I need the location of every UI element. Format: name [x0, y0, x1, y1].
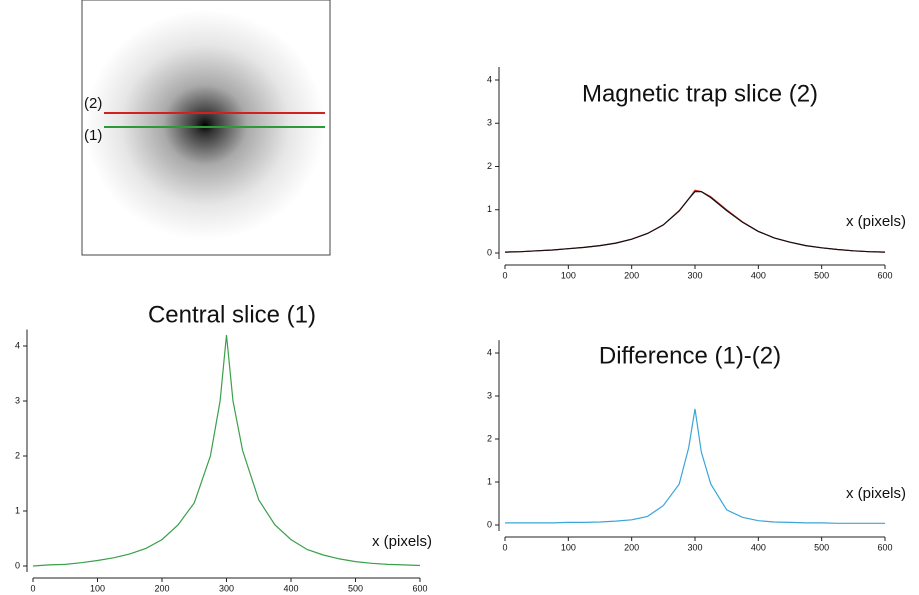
y-tick-label: 0: [487, 519, 492, 529]
x-tick-label: 100: [90, 583, 105, 593]
data-line: [32, 334, 421, 567]
y-tick-label: 0: [15, 560, 20, 570]
data-line: [504, 189, 886, 253]
x-tick-label: 300: [687, 270, 702, 280]
chart: 0 1 2 3 4 0 100 200 300 400 500 600 Magnetic trap sl…: [487, 67, 906, 280]
x-tick-label: 0: [502, 542, 507, 552]
x-tick-label: 100: [561, 270, 576, 280]
x-tick-label: 400: [751, 270, 766, 280]
x-tick-label: 200: [624, 542, 639, 552]
data-line: [504, 191, 886, 253]
y-tick-label: 4: [487, 74, 492, 84]
x-tick-label: 600: [877, 542, 892, 552]
chart-title: Difference (1)-(2): [599, 342, 781, 369]
y-tick-label: 1: [487, 476, 492, 486]
x-tick-label: 500: [814, 270, 829, 280]
y-tick-label: 3: [487, 118, 492, 128]
x-tick-label: 500: [348, 583, 363, 593]
data-line: [505, 408, 885, 524]
x-tick-label: 100: [561, 542, 576, 552]
y-tick-label: 2: [15, 450, 20, 460]
x-tick-label: 200: [624, 270, 639, 280]
x-tick-label: 0: [30, 583, 35, 593]
cloud-image: [85, 10, 325, 240]
x-tick-label: 300: [219, 583, 234, 593]
x-tick-label: 300: [687, 542, 702, 552]
y-tick-label: 2: [487, 161, 492, 171]
chart: 0 1 2 3 4 0 100 200 300 400 500 600 Difference (1)-(…: [487, 340, 906, 552]
chart: 0 1 2 3 4 0 100 200 300 400 500 600 Central slice (1…: [15, 301, 432, 593]
y-tick-label: 3: [487, 390, 492, 400]
x-tick-label: 200: [154, 583, 169, 593]
x-tick-label: 600: [412, 583, 427, 593]
image-panel: (2) (1): [81, 0, 331, 256]
x-axis-label: x (pixels): [372, 533, 432, 550]
x-tick-label: 400: [751, 542, 766, 552]
slice-label: (2): [84, 95, 102, 112]
y-tick-label: 0: [487, 247, 492, 257]
y-tick-label: 4: [487, 347, 492, 357]
y-tick-label: 1: [487, 204, 492, 214]
x-tick-label: 500: [814, 542, 829, 552]
y-tick-label: 1: [15, 505, 20, 515]
x-tick-label: 0: [502, 270, 507, 280]
chart-title: Magnetic trap slice (2): [582, 80, 818, 107]
chart-title: Central slice (1): [148, 301, 316, 328]
y-tick-label: 3: [15, 395, 20, 405]
y-tick-label: 4: [15, 340, 20, 350]
x-tick-label: 400: [283, 583, 298, 593]
x-tick-label: 600: [877, 270, 892, 280]
x-axis-label: x (pixels): [846, 213, 906, 230]
slice-label: (1): [84, 127, 102, 144]
x-axis-label: x (pixels): [846, 485, 906, 502]
y-tick-label: 2: [487, 433, 492, 443]
